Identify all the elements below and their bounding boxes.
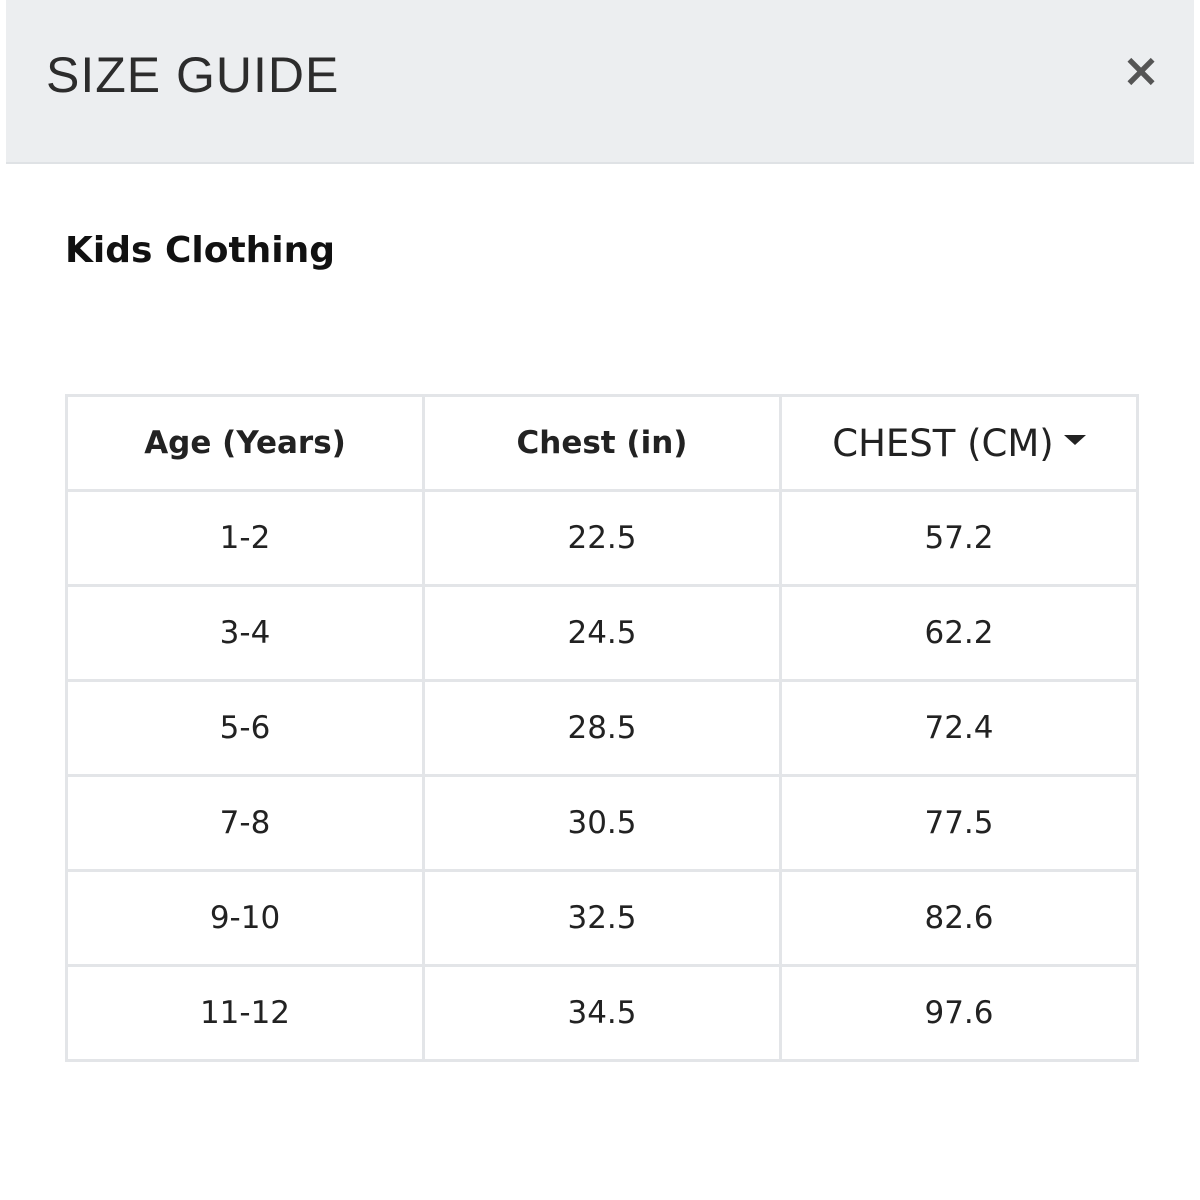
column-header-text: Age (Years) [144, 425, 346, 461]
table-cell: 9-10 [65, 869, 425, 967]
size-table: Age (Years) Chest (in) CHEST (CM) 1-2 22.5 5… [65, 394, 1139, 1062]
table-cell: 22.5 [422, 489, 782, 587]
sort-caret[interactable] [1063, 435, 1086, 445]
table-cell: 77.5 [779, 774, 1139, 872]
table-cell: 7-8 [65, 774, 425, 872]
table-cell: 24.5 [422, 584, 782, 682]
section-title: Kids Clothing [65, 230, 336, 271]
column-header: Age (Years) [65, 394, 425, 492]
table-cell: 57.2 [779, 489, 1139, 587]
table-row: 11-12 34.5 97.6 [65, 964, 1139, 1062]
table-cell: 82.6 [779, 869, 1139, 967]
table-row: 5-6 28.5 72.4 [65, 679, 1139, 777]
table-cell: 30.5 [422, 774, 782, 872]
table-cell: 62.2 [779, 584, 1139, 682]
table-cell: 34.5 [422, 964, 782, 1062]
table-cell: 28.5 [422, 679, 782, 777]
table-row: 7-8 30.5 77.5 [65, 774, 1139, 872]
table-cell: 32.5 [422, 869, 782, 967]
header-row: Age (Years) Chest (in) CHEST (CM) [65, 394, 1139, 492]
table-cell: 1-2 [65, 489, 425, 587]
table-cell: 5-6 [65, 679, 425, 777]
column-header-text: CHEST (CM) [832, 421, 1054, 465]
column-header: Chest (in) [422, 394, 782, 492]
table-cell: 3-4 [65, 584, 425, 682]
table-cell: 97.6 [779, 964, 1139, 1062]
table-cell: 11-12 [65, 964, 425, 1062]
table-body: 1-2 22.5 57.2 3-4 24.5 62.2 5-6 28.5 72.4 7-8 30.5… [65, 489, 1139, 1062]
modal-header: SIZE GUIDE × [6, 0, 1194, 164]
column-header-text: Chest (in) [516, 425, 688, 461]
table-row: 9-10 32.5 82.6 [65, 869, 1139, 967]
modal-title: SIZE GUIDE [46, 47, 340, 103]
table-row: 1-2 22.5 57.2 [65, 489, 1139, 587]
close-button[interactable]: × [1121, 43, 1161, 97]
column-header[interactable]: CHEST (CM) [779, 394, 1139, 492]
table-row: 3-4 24.5 62.2 [65, 584, 1139, 682]
table-cell: 72.4 [779, 679, 1139, 777]
